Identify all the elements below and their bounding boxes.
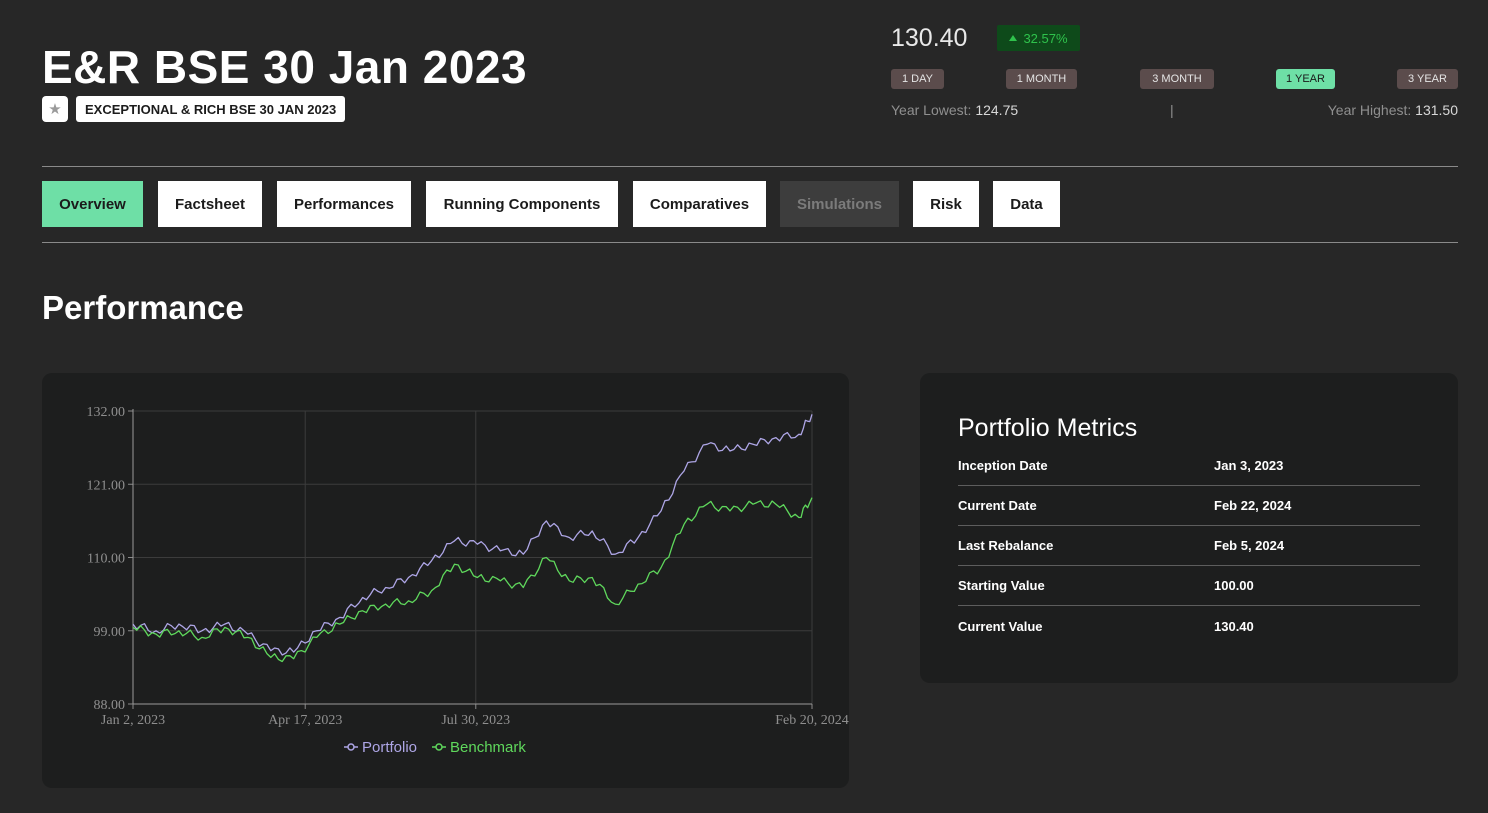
- y-tick-label: 132.00: [87, 405, 126, 420]
- tab-comparatives[interactable]: Comparatives: [633, 181, 766, 227]
- y-tick-label: 99.00: [94, 625, 126, 640]
- metric-value: Feb 5, 2024: [1214, 538, 1285, 553]
- y-tick-label: 110.00: [87, 552, 125, 567]
- metric-label: Starting Value: [958, 578, 1045, 593]
- metric-value: 130.40: [1214, 618, 1254, 634]
- range-3-year-button[interactable]: 3 YEAR: [1397, 69, 1458, 89]
- portfolio-name-badge: EXCEPTIONAL & RICH BSE 30 JAN 2023: [76, 96, 346, 122]
- tab-running-components[interactable]: Running Components: [426, 181, 618, 227]
- legend-label: Portfolio: [362, 739, 417, 756]
- change-value: 32.57%: [1023, 30, 1068, 46]
- x-tick-label: Feb 20, 2024: [775, 713, 849, 728]
- change-badge: 32.57%: [997, 25, 1080, 51]
- legend-marker-dot: [435, 743, 443, 751]
- triangle-up-icon: [1009, 35, 1018, 41]
- divider-tabs: [42, 242, 1458, 243]
- metric-label: Inception Date: [958, 458, 1048, 473]
- metric-value: 100.00: [1214, 578, 1254, 593]
- series-line-portfolio: [132, 414, 813, 656]
- tab-simulations: Simulations: [780, 181, 899, 227]
- page-title: E&R BSE 30 Jan 2023: [42, 41, 528, 93]
- legend-item-portfolio[interactable]: Portfolio: [344, 739, 417, 756]
- section-title: Performance: [42, 289, 244, 326]
- performance-chart-card: 132.00 121.00 110.00 99.00 88.00 Jan 2, 2023…: [42, 373, 849, 788]
- current-price: 130.40: [891, 24, 968, 52]
- series-line-benchmark: [132, 497, 813, 663]
- year-highest: Year Highest: 131.50: [1328, 102, 1458, 118]
- metric-row-current-value: Current Value 130.40: [958, 606, 1420, 646]
- tab-risk[interactable]: Risk: [913, 181, 979, 227]
- y-tick-label: 88.00: [94, 698, 126, 713]
- legend-item-benchmark[interactable]: Benchmark: [432, 739, 526, 756]
- performance-chart[interactable]: 132.00 121.00 110.00 99.00 88.00 Jan 2, 2023…: [42, 373, 849, 788]
- metric-row-inception-date: Inception Date Jan 3, 2023: [958, 446, 1420, 486]
- metric-label: Current Value: [958, 618, 1043, 634]
- metric-row-starting-value: Starting Value 100.00: [958, 566, 1420, 606]
- range-1-month-button[interactable]: 1 MONTH: [1006, 69, 1077, 89]
- year-lowest: Year Lowest: 124.75: [891, 102, 1018, 118]
- metric-label: Current Date: [958, 498, 1037, 513]
- metric-value: Jan 3, 2023: [1214, 458, 1284, 473]
- tab-data[interactable]: Data: [993, 181, 1060, 227]
- star-icon: ★: [48, 100, 62, 118]
- x-tick-label: Jan 2, 2023: [101, 713, 165, 728]
- metric-row-last-rebalance: Last Rebalance Feb 5, 2024: [958, 526, 1420, 566]
- metric-label: Last Rebalance: [958, 538, 1054, 553]
- tab-factsheet[interactable]: Factsheet: [158, 181, 262, 227]
- range-separator: |: [1170, 102, 1174, 118]
- year-lowest-label: Year Lowest:: [891, 102, 972, 118]
- tab-performances[interactable]: Performances: [277, 181, 411, 227]
- range-1-day-button[interactable]: 1 DAY: [891, 69, 944, 89]
- y-tick-label: 121.00: [87, 478, 126, 493]
- year-lowest-value: 124.75: [975, 102, 1019, 118]
- metrics-title: Portfolio Metrics: [958, 414, 1138, 442]
- legend-marker-dot: [347, 743, 355, 751]
- year-highest-label: Year Highest:: [1327, 102, 1412, 118]
- metric-value: Feb 22, 2024: [1214, 498, 1292, 513]
- legend-label: Benchmark: [450, 739, 526, 756]
- metrics-table: Inception Date Jan 3, 2023 Current Date …: [958, 446, 1420, 646]
- range-1-year-button[interactable]: 1 YEAR: [1276, 69, 1335, 89]
- x-tick-label: Jul 30, 2023: [441, 713, 510, 728]
- divider-top: [42, 166, 1458, 167]
- metric-row-current-date: Current Date Feb 22, 2024: [958, 486, 1420, 526]
- x-tick-label: Apr 17, 2023: [268, 713, 342, 728]
- range-3-month-button[interactable]: 3 MONTH: [1140, 69, 1214, 89]
- tab-overview[interactable]: Overview: [42, 181, 143, 227]
- portfolio-metrics-card: Portfolio Metrics Inception Date Jan 3, …: [920, 373, 1458, 683]
- year-highest-value: 131.50: [1415, 102, 1458, 118]
- favorite-button[interactable]: ★: [42, 96, 68, 122]
